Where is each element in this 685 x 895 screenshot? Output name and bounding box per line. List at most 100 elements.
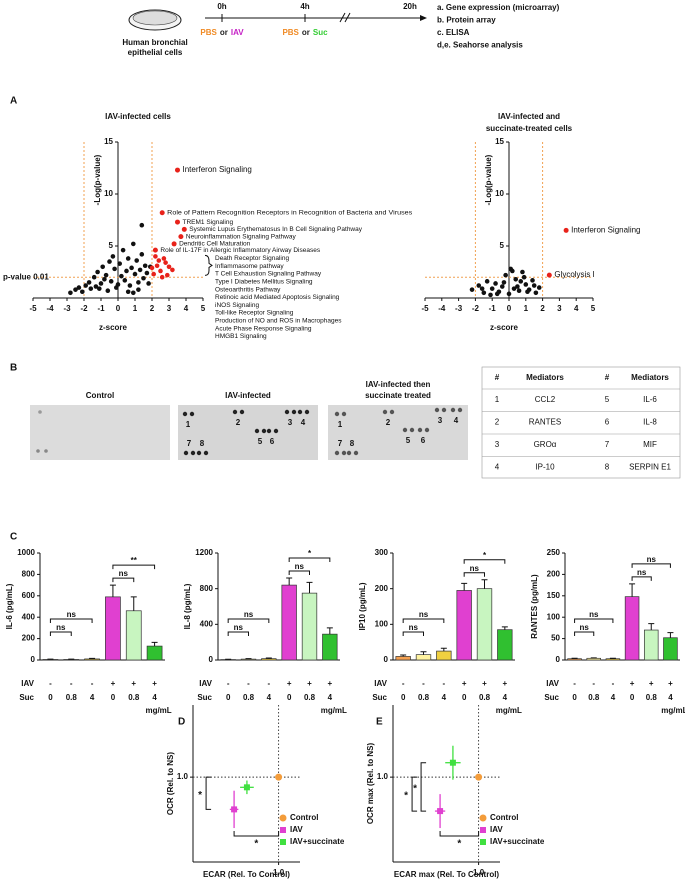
row-value: 4 [152,693,157,702]
blot-spot [44,449,48,453]
significance-bracket [575,632,594,636]
spot-label: 3 [438,416,443,425]
blot-spot [298,410,302,414]
analysis-item: d,e. Seahorse analysis [437,41,523,50]
y-tick-label: 1.0 [377,772,389,781]
row-value: 4 [267,693,272,702]
table-cell: 6 [605,418,610,427]
blot-spot [347,451,351,455]
point [92,275,97,280]
point [513,277,518,282]
point [106,288,111,293]
blot-spot [184,451,188,455]
error-bar [629,584,635,597]
row-value: + [462,679,467,688]
y-axis-label: OCR max (Rel. to NS) [366,742,375,824]
y-tick-label: 1000 [17,548,35,557]
point [143,263,148,268]
significance-bracket [464,573,484,577]
significance-bracket [403,632,423,636]
unit-label: mg/mL [145,706,171,715]
row-label: Suc [372,693,387,702]
x-tick-label: 5 [591,304,596,313]
spot-label: 8 [350,439,355,448]
bar [323,634,338,660]
annotated-point [172,241,177,246]
point [500,284,505,289]
row-value: - [91,679,94,688]
cell-label: epithelial cells [128,48,183,57]
x-tick-label: -3 [63,304,71,313]
y-tick-label: 600 [22,591,36,600]
blot-spot [233,410,237,414]
point [525,289,530,294]
point [490,286,495,291]
point [119,274,124,279]
treatment-part: PBS [282,28,299,37]
blot-spot [342,412,346,416]
table-cell: 1 [495,395,500,404]
y-tick-label: 400 [22,612,36,621]
x-tick-label: -3 [455,304,463,313]
error-bar [648,624,654,630]
group-label: HMGB1 Signaling [215,333,267,340]
y-tick-label: 5 [500,241,505,250]
x-tick-label: -4 [46,304,54,313]
group-label: Production of NO and ROS in Macrophages [215,318,342,325]
spot-label: 7 [187,439,192,448]
group-label: Type I Diabetes Mellitus Signaling [215,279,313,286]
bar [282,585,297,660]
point [121,248,126,253]
blot-spot [183,412,187,416]
error-bar [482,580,488,589]
point [109,279,114,284]
row-value: + [307,679,312,688]
row-label: IAV [546,679,559,688]
y-tick-label: 250 [547,548,561,557]
annotation-label: Role of IL-17F in Allergic Inflammatory … [160,247,320,254]
y-tick-label: 10 [104,189,113,198]
row-value: 0 [462,693,467,702]
annotated-point [175,168,180,173]
row-label: IAV [199,679,212,688]
row-label: Suc [544,693,559,702]
group-label: Retinoic acid Mediated Apoptosis Signali… [215,294,340,301]
y-tick-label: 100 [375,619,389,628]
blot-spot [410,428,414,432]
point [87,280,92,285]
blot-spot [435,408,439,412]
point [116,282,121,287]
legend-marker [480,839,486,845]
blot-spot [285,410,289,414]
blot-spot [274,429,278,433]
bar [587,658,601,660]
point [524,282,529,287]
row-label: IAV [21,679,34,688]
chart-title: IAV-infected and [498,112,560,121]
spot-label: 5 [258,437,263,446]
legend-label: IAV+succinate [490,837,545,846]
row-value: + [287,679,292,688]
x-tick-label: -2 [472,304,480,313]
blot-spot [190,412,194,416]
table-cell: 7 [605,440,610,449]
annotation-label: Role of Pattern Recognition Receptors in… [167,209,413,216]
point [129,266,134,271]
row-value: 0.8 [243,693,255,702]
bar [416,655,431,660]
blot-title: IAV-infected [225,391,271,400]
y-tick-label: 0 [31,655,36,664]
error-bar [152,642,158,646]
error-bar [89,658,95,659]
y-axis-label: -Log(p-value) [93,154,102,205]
significance-label: * [404,791,408,802]
significance-label: ns [647,555,657,564]
legend-marker [480,827,486,833]
row-value: 0 [287,693,292,702]
blot-spot [342,451,346,455]
point [131,242,136,247]
point [534,291,539,296]
spot-label: 6 [421,436,426,445]
table-header: Mediators [631,373,669,382]
